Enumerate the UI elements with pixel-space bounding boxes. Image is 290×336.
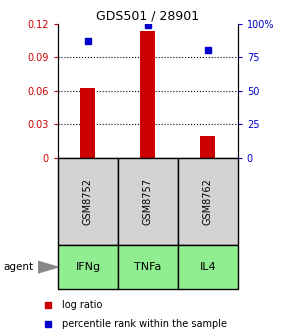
Bar [80, 88, 95, 158]
Bar [178, 158, 238, 245]
Bar [118, 158, 178, 245]
Title: GDS501 / 28901: GDS501 / 28901 [96, 9, 200, 23]
Text: GSM8752: GSM8752 [83, 178, 93, 225]
Text: IL4: IL4 [200, 262, 216, 272]
Bar [178, 245, 238, 289]
Bar [58, 158, 118, 245]
Text: GSM8757: GSM8757 [143, 178, 153, 225]
Text: log ratio: log ratio [62, 300, 103, 309]
Bar [140, 31, 155, 158]
Bar [58, 245, 118, 289]
Bar [118, 245, 178, 289]
Text: agent: agent [3, 262, 33, 272]
Text: GSM8762: GSM8762 [203, 178, 213, 225]
Bar [200, 135, 215, 158]
Polygon shape [38, 261, 58, 273]
Text: IFNg: IFNg [75, 262, 101, 272]
Text: percentile rank within the sample: percentile rank within the sample [62, 319, 227, 329]
Text: TNFa: TNFa [134, 262, 162, 272]
